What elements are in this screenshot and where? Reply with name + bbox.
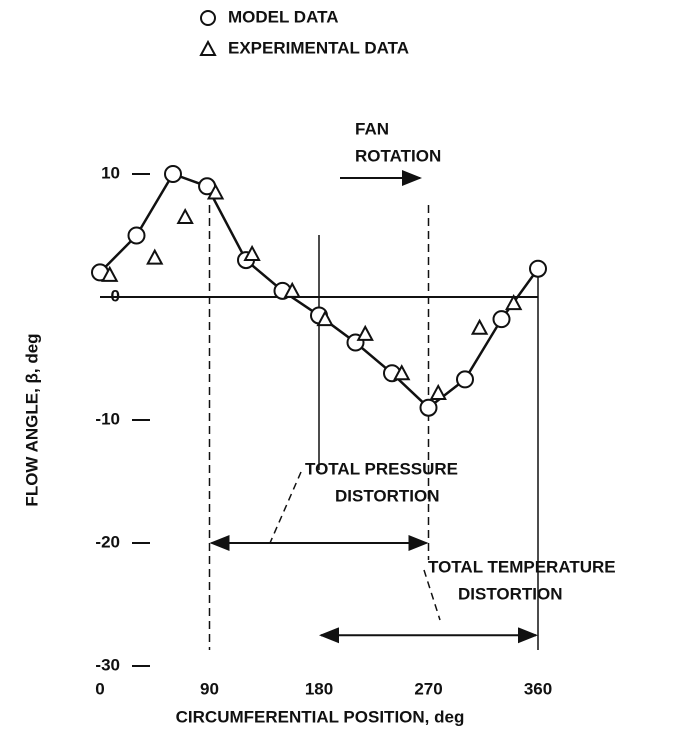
- x-tick-label: 360: [524, 679, 552, 698]
- legend-marker: [200, 10, 216, 26]
- data-point: [127, 226, 146, 245]
- x-tick-label: 180: [305, 679, 333, 698]
- annotation: ROTATION: [355, 146, 441, 165]
- y-axis-label: FLOW ANGLE, β, deg: [22, 333, 41, 506]
- data-point: [470, 318, 489, 335]
- annotation: FAN: [355, 119, 389, 138]
- y-tick-label: 0: [111, 286, 120, 305]
- data-point: [101, 265, 119, 282]
- annotation: DISTORTION: [335, 486, 440, 505]
- x-tick-label: 0: [95, 679, 104, 698]
- annotation: TOTAL TEMPERATURE: [428, 557, 616, 576]
- data-point: [146, 248, 164, 265]
- x-tick-label: 90: [200, 679, 219, 698]
- data-point: [492, 310, 511, 329]
- y-tick-label: -10: [95, 409, 120, 428]
- data-point: [283, 281, 301, 298]
- data-point: [164, 165, 182, 183]
- legend-marker: [199, 39, 217, 56]
- data-point: [456, 370, 474, 389]
- data-point: [243, 244, 261, 261]
- leader: [269, 471, 302, 544]
- annotation: DISTORTION: [458, 584, 563, 603]
- data-point: [419, 398, 438, 417]
- x-tick-label: 270: [414, 679, 442, 698]
- y-tick-label: -30: [95, 655, 120, 674]
- data-point: [429, 383, 447, 400]
- data-point: [316, 310, 334, 327]
- data-point: [206, 183, 225, 200]
- y-tick-label: -20: [95, 532, 120, 551]
- leader: [423, 569, 441, 621]
- annotation: TOTAL PRESSURE: [305, 459, 458, 478]
- data-point: [356, 324, 374, 341]
- legend-label: EXPERIMENTAL DATA: [228, 38, 409, 57]
- data-point: [393, 364, 411, 381]
- legend-label: MODEL DATA: [228, 7, 339, 26]
- x-axis-label: CIRCUMFERENTIAL POSITION, deg: [176, 707, 465, 726]
- data-point: [176, 207, 194, 225]
- data-point: [504, 294, 523, 311]
- y-tick-label: 10: [101, 163, 120, 182]
- data-point: [529, 259, 547, 278]
